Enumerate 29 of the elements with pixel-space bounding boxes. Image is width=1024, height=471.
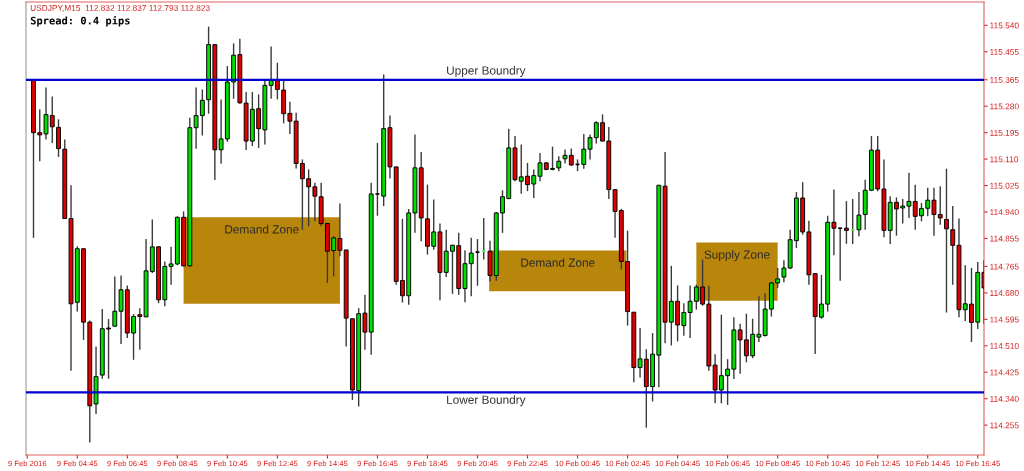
y-tick-label: 114.340 [990, 395, 1019, 402]
y-tick-label: 114.595 [990, 316, 1019, 323]
y-tick-label: 115.365 [990, 76, 1019, 83]
y-tick-label: 115.195 [990, 129, 1019, 136]
chart-title: USDJPY,M15 112.832 112.837 112.793 112.823 [30, 5, 210, 12]
ref-line-label: Lower Boundry [447, 395, 526, 407]
y-tick-label: 114.940 [990, 209, 1019, 216]
candlestick [944, 168, 949, 314]
y-tick-label: 114.765 [990, 263, 1019, 270]
y-tick-label: 115.455 [990, 49, 1019, 55]
y-tick-label: 114.425 [990, 369, 1019, 376]
candlestick [844, 200, 849, 245]
text: Spread: 0.4 pips [30, 15, 130, 27]
candlestick [849, 198, 856, 245]
y-tick-label: 115.540 [990, 22, 1019, 29]
y-tick-label: 114.510 [990, 343, 1019, 349]
ref-line-label: Upper Boundry [447, 66, 526, 77]
y-tick-label: 115.110 [990, 156, 1019, 163]
series-label: Supply Zone [704, 250, 770, 262]
y-tick-label: 115.280 [990, 103, 1019, 110]
series-label: Demand Zone [521, 258, 595, 267]
y-tick-label: 115.025 [990, 182, 1019, 189]
candlestick [56, 118, 61, 158]
candlestick [781, 259, 787, 284]
y-tick-label: 114.855 [990, 235, 1019, 242]
series-label: Demand Zone [225, 224, 299, 234]
y-tick-label: 114.680 [990, 290, 1019, 296]
y-tick-label: 114.255 [990, 422, 1019, 429]
candlestick [474, 238, 481, 287]
